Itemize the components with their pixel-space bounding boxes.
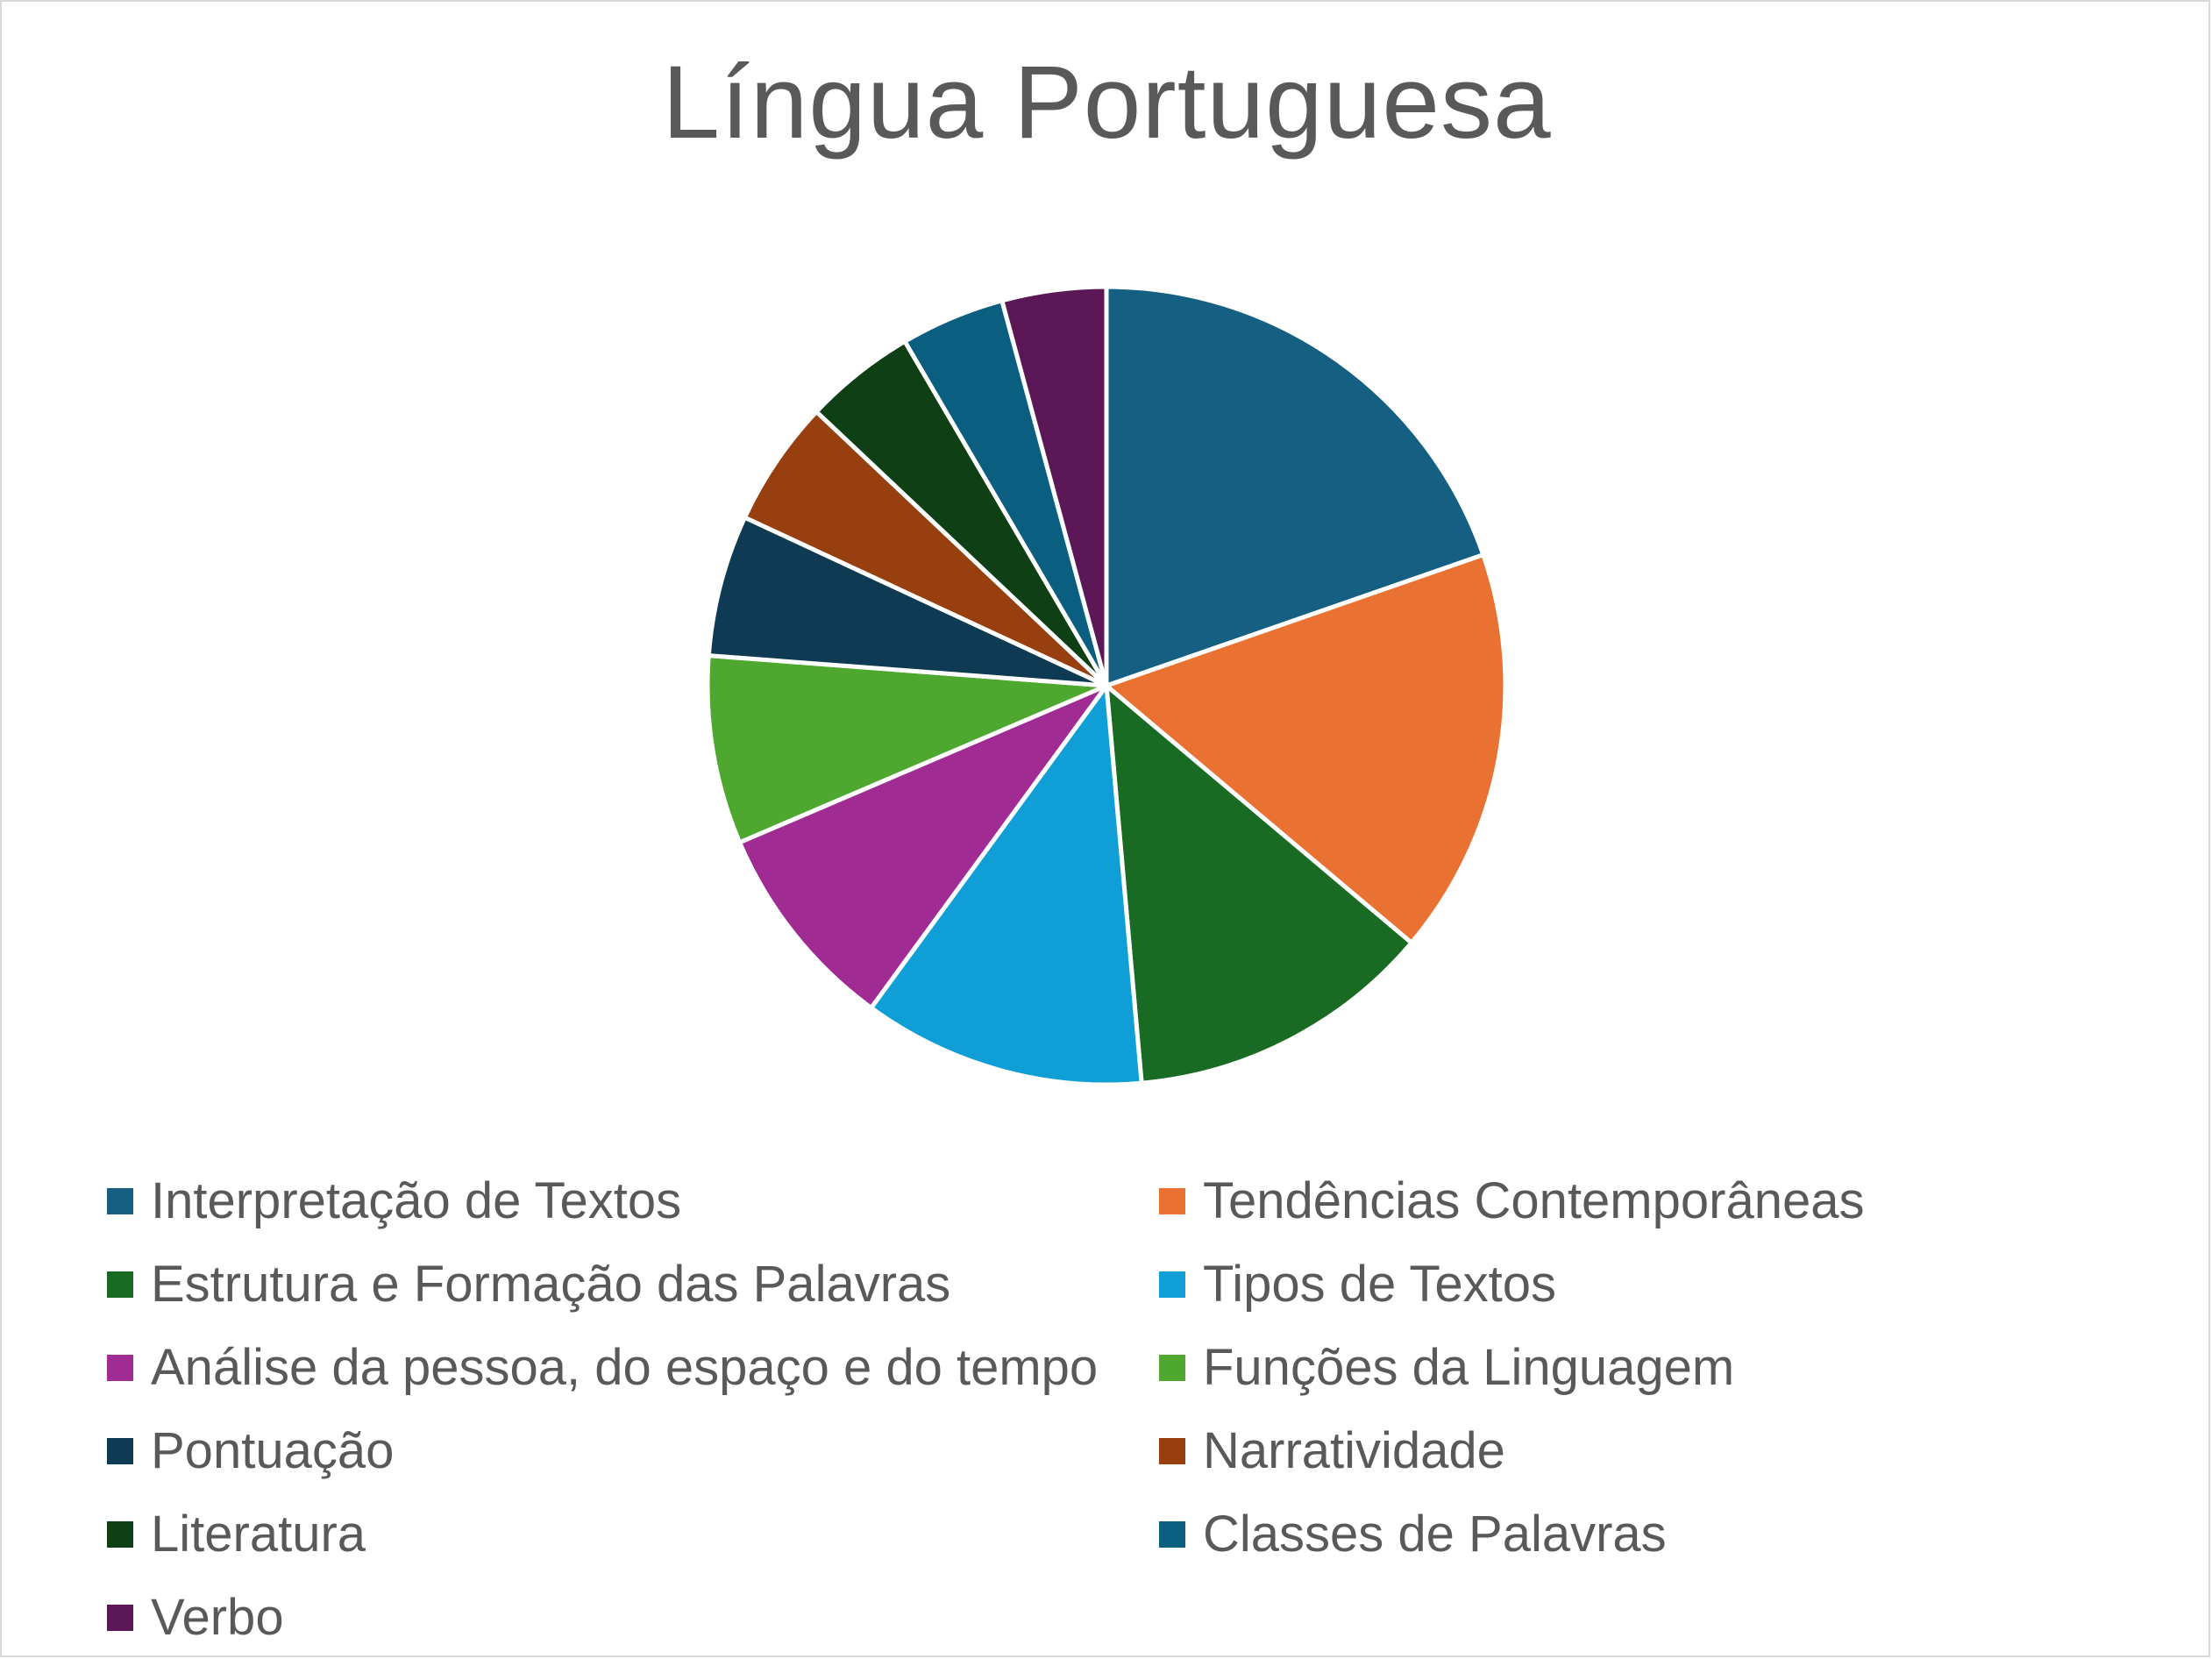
legend-item: Narratividade [1159,1409,2123,1492]
legend-swatch [107,1604,133,1631]
pie-slice-4 [869,683,1144,1087]
pie-slice-11 [999,284,1109,688]
legend-swatch [1159,1271,1185,1298]
pie-slice-5 [737,683,1109,1010]
legend-label: Funções da Linguagem [1203,1339,1735,1396]
legend-label: Estrutura e Formação das Palavras [151,1256,951,1313]
legend-item: Classes de Palavras [1159,1492,2123,1576]
legend-item: Análise da pessoa, do espaço e do tempo [107,1326,1159,1409]
legend-label: Tendências Contemporâneas [1203,1172,1865,1229]
pie-slice-7 [706,515,1109,688]
legend-label: Pontuação [151,1422,395,1479]
legend-label: Verbo [151,1589,284,1646]
legend-item: Pontuação [107,1409,1159,1492]
pie-slice-8 [742,409,1109,688]
legend-swatch [107,1271,133,1298]
pie-slice-6 [705,653,1109,845]
pie-slice-3 [1104,683,1414,1086]
chart-legend: Interpretação de Textos Tendências Contem… [107,1159,2123,1659]
legend-item: Funções da Linguagem [1159,1326,2123,1409]
legend-label: Literatura [151,1506,366,1563]
chart-title: Língua Portuguesa [662,45,1552,160]
legend-label: Classes de Palavras [1203,1506,1667,1563]
legend-label: Interpretação de Textos [151,1172,682,1229]
legend-item: Tendências Contemporâneas [1159,1159,2123,1242]
legend-label: Análise da pessoa, do espaço e do tempo [151,1339,1099,1396]
legend-swatch [107,1437,133,1464]
legend-swatch [1159,1354,1185,1381]
pie-slice-2 [1104,552,1508,945]
legend-item: Interpretação de Textos [107,1159,1159,1242]
legend-item: Verbo [107,1576,1159,1659]
legend-swatch [1159,1520,1185,1548]
legend-item: Literatura [107,1492,1159,1576]
legend-swatch [1159,1187,1185,1214]
legend-item: Tipos de Textos [1159,1242,2123,1326]
legend-swatch [107,1187,133,1214]
legend-swatch [1159,1437,1185,1464]
legend-label: Tipos de Textos [1203,1256,1556,1313]
legend-item: Estrutura e Formação das Palavras [107,1242,1159,1326]
legend-swatch [107,1354,133,1381]
legend-label: Narratividade [1203,1422,1505,1479]
legend-swatch [107,1520,133,1548]
